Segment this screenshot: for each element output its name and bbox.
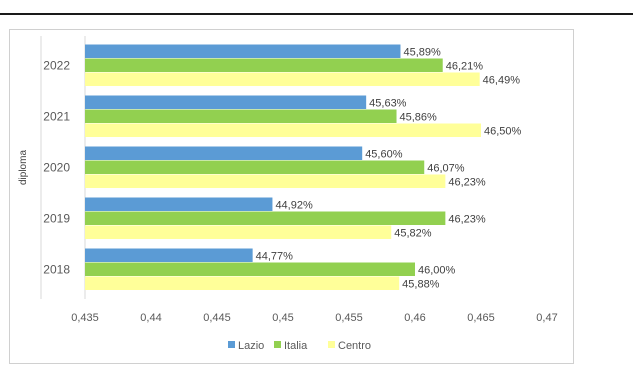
category-label: 2022 (43, 59, 70, 73)
legend-label-centro: Centro (338, 340, 371, 352)
legend-label-italia: Italia (284, 340, 308, 352)
bar-centro (85, 174, 446, 188)
data-label: 46,49% (483, 75, 521, 87)
data-label: 45,60% (365, 149, 403, 161)
bar-italia (85, 58, 443, 72)
chart-frame: diploma 2022 45,89% 46,21% 46,49% 2021 45,63% 4… (9, 29, 574, 364)
bar-italia (85, 211, 446, 225)
data-label: 46,07% (427, 163, 465, 175)
data-label: 45,89% (403, 47, 441, 59)
bar-lazio (85, 248, 253, 262)
data-label: 44,92% (275, 200, 313, 212)
x-tick-label: 0,465 (467, 312, 495, 324)
top-rule (0, 13, 633, 15)
category-label: 2020 (43, 161, 70, 175)
data-label: 45,82% (394, 228, 432, 240)
data-label: 45,86% (400, 112, 438, 124)
legend-swatch-italia (274, 341, 281, 348)
y-axis-title: diploma (18, 150, 29, 185)
bar-italia (85, 160, 425, 174)
bar-centro (85, 72, 480, 86)
data-label: 46,50% (484, 126, 522, 138)
x-tick-label: 0,435 (71, 312, 99, 324)
x-tick-label: 0,44 (140, 312, 161, 324)
bar-lazio (85, 197, 273, 211)
data-label: 44,77% (256, 251, 294, 263)
category-label: 2019 (43, 212, 70, 226)
category-label: 2018 (43, 263, 70, 277)
data-label: 45,88% (402, 279, 440, 291)
bar-centro (85, 123, 481, 137)
data-label: 46,00% (418, 265, 456, 277)
data-label: 45,63% (369, 98, 407, 110)
bar-lazio (85, 146, 363, 160)
data-label: 46,23% (448, 214, 486, 226)
x-tick-label: 0,45 (272, 312, 293, 324)
bar-lazio (85, 95, 367, 109)
bar-centro (85, 276, 400, 290)
legend-label-lazio: Lazio (238, 340, 264, 352)
x-tick-label: 0,46 (404, 312, 425, 324)
category-label: 2021 (43, 110, 70, 124)
legend-swatch-centro (328, 341, 335, 348)
bar-italia (85, 262, 415, 276)
data-label: 46,21% (446, 61, 484, 73)
bar-italia (85, 109, 397, 123)
bar-chart: diploma 2022 45,89% 46,21% 46,49% 2021 45,63% 4… (18, 36, 558, 352)
data-label: 46,23% (448, 177, 486, 189)
x-tick-label: 0,455 (335, 312, 363, 324)
bar-centro (85, 225, 392, 239)
legend-swatch-lazio (228, 341, 235, 348)
bar-lazio (85, 44, 401, 58)
x-tick-label: 0,47 (536, 312, 557, 324)
x-tick-label: 0,445 (203, 312, 231, 324)
